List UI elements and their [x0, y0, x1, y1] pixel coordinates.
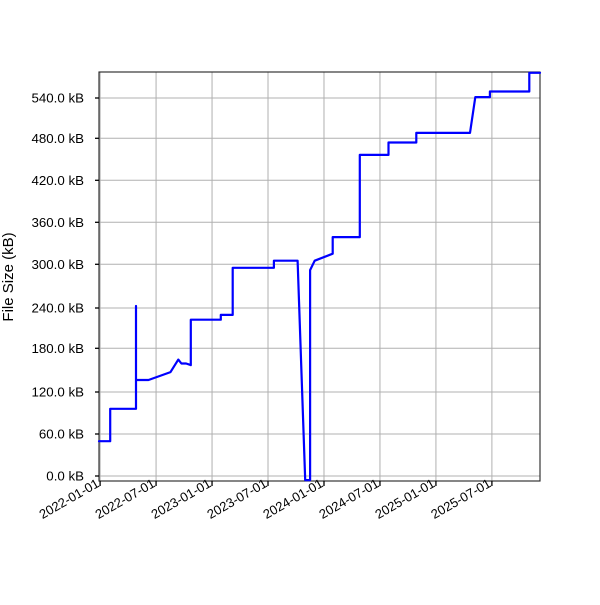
- svg-text:2024-07-01: 2024-07-01: [316, 476, 381, 522]
- svg-text:File Size (kB): File Size (kB): [0, 232, 17, 321]
- svg-text:2023-01-01: 2023-01-01: [148, 476, 213, 522]
- svg-text:60.0 kB: 60.0 kB: [39, 427, 84, 442]
- svg-text:2024-01-01: 2024-01-01: [260, 476, 325, 522]
- svg-text:120.0 kB: 120.0 kB: [32, 385, 85, 400]
- svg-text:180.0 kB: 180.0 kB: [32, 341, 85, 356]
- svg-text:0.0 kB: 0.0 kB: [46, 469, 84, 484]
- svg-text:420.0 kB: 420.0 kB: [32, 173, 85, 188]
- svg-text:300.0 kB: 300.0 kB: [32, 257, 85, 272]
- svg-text:240.0 kB: 240.0 kB: [32, 301, 85, 316]
- svg-text:540.0 kB: 540.0 kB: [32, 91, 85, 106]
- svg-text:480.0 kB: 480.0 kB: [32, 131, 85, 146]
- svg-text:2023-07-01: 2023-07-01: [204, 476, 269, 522]
- svg-text:2025-01-01: 2025-01-01: [372, 476, 437, 522]
- svg-text:2025-07-01: 2025-07-01: [428, 476, 493, 522]
- svg-text:360.0 kB: 360.0 kB: [32, 215, 85, 230]
- svg-text:2022-07-01: 2022-07-01: [92, 476, 157, 522]
